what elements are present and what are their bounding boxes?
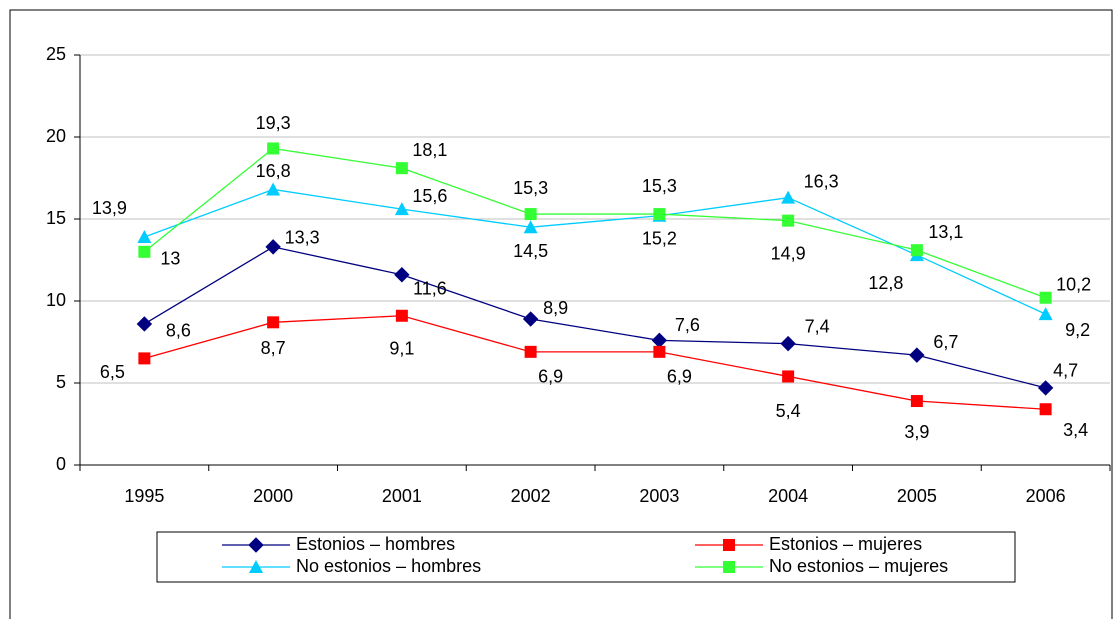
marker — [138, 352, 151, 365]
marker — [137, 230, 152, 244]
data-label: 15,2 — [642, 228, 677, 248]
marker — [394, 267, 410, 283]
data-label: 8,7 — [261, 338, 286, 358]
y-tick-label: 25 — [46, 44, 66, 64]
data-label: 6,7 — [933, 332, 958, 352]
marker — [723, 539, 735, 551]
marker — [1039, 403, 1052, 416]
y-tick-label: 20 — [46, 126, 66, 146]
x-tick-label: 2002 — [511, 486, 551, 506]
data-label: 7,4 — [805, 316, 830, 336]
legend-box — [156, 531, 1016, 583]
marker — [653, 345, 666, 358]
data-label: 6,9 — [538, 367, 563, 387]
marker — [522, 311, 539, 327]
data-label: 13,3 — [285, 228, 320, 248]
marker — [524, 345, 537, 358]
series-line — [143, 147, 1046, 299]
data-label: 19,3 — [256, 113, 291, 133]
data-label: 15,3 — [513, 178, 548, 198]
data-label: 15,3 — [642, 176, 677, 196]
x-tick-label: 2004 — [768, 486, 808, 506]
x-tick-label: 2000 — [253, 486, 293, 506]
data-label: 14,5 — [513, 241, 548, 261]
series-line — [144, 246, 1046, 389]
data-label: 8,9 — [543, 298, 568, 318]
data-label: 7,6 — [675, 315, 700, 335]
marker — [249, 560, 263, 573]
legend-label: No estonios – mujeres — [769, 556, 948, 576]
marker — [524, 208, 537, 221]
data-label: 9,1 — [389, 339, 414, 359]
marker — [395, 162, 408, 175]
marker — [136, 316, 153, 332]
marker — [248, 537, 264, 553]
data-label: 13,9 — [92, 198, 127, 218]
marker — [782, 214, 795, 227]
data-label: 8,6 — [166, 321, 191, 341]
y-tick-label: 10 — [46, 290, 66, 310]
data-label: 14,9 — [771, 243, 806, 263]
y-tick-label: 0 — [56, 454, 66, 474]
data-label: 18,1 — [412, 140, 447, 160]
x-tick-label: 2005 — [897, 486, 937, 506]
data-label: 13 — [160, 249, 180, 269]
data-label: 12,8 — [868, 273, 903, 293]
marker — [267, 142, 280, 155]
x-tick-label: 1995 — [124, 486, 164, 506]
marker — [781, 190, 796, 204]
data-label: 9,2 — [1065, 320, 1090, 340]
marker — [653, 208, 666, 221]
data-label: 5,4 — [776, 401, 801, 421]
marker — [1038, 307, 1053, 321]
data-label: 3,4 — [1063, 420, 1088, 440]
marker — [395, 309, 408, 322]
data-label: 4,7 — [1053, 361, 1078, 381]
marker — [780, 335, 796, 352]
data-label: 11,6 — [413, 279, 447, 299]
marker — [267, 316, 280, 329]
marker — [138, 245, 151, 258]
data-label: 16,3 — [804, 171, 839, 191]
y-tick-label: 15 — [46, 208, 66, 228]
series-line — [144, 315, 1046, 410]
data-label: 10,2 — [1056, 274, 1091, 294]
marker — [723, 561, 735, 573]
marker — [266, 182, 281, 196]
chart-border — [9, 9, 1113, 619]
legend-label: Estonios – mujeres — [769, 534, 922, 554]
legend-label: No estonios – hombres — [296, 556, 481, 576]
y-tick-label: 5 — [56, 372, 66, 392]
data-label: 16,8 — [256, 161, 291, 181]
data-label: 13,1 — [928, 222, 963, 242]
x-tick-label: 2003 — [639, 486, 679, 506]
data-label: 15,6 — [412, 186, 447, 206]
series-line — [144, 188, 1046, 315]
x-tick-label: 2001 — [382, 486, 422, 506]
marker — [394, 202, 409, 216]
marker — [1039, 291, 1052, 304]
data-label: 6,5 — [100, 362, 125, 382]
marker — [651, 332, 668, 349]
data-label: 3,9 — [904, 422, 929, 442]
marker — [523, 220, 538, 234]
data-label: 6,9 — [667, 367, 692, 387]
marker — [782, 370, 795, 383]
marker — [1037, 380, 1054, 396]
marker — [910, 244, 923, 257]
marker — [910, 395, 923, 408]
marker — [265, 239, 281, 255]
legend-label: Estonios – hombres — [296, 534, 455, 554]
x-tick-label: 2006 — [1026, 486, 1066, 506]
marker — [909, 347, 925, 363]
